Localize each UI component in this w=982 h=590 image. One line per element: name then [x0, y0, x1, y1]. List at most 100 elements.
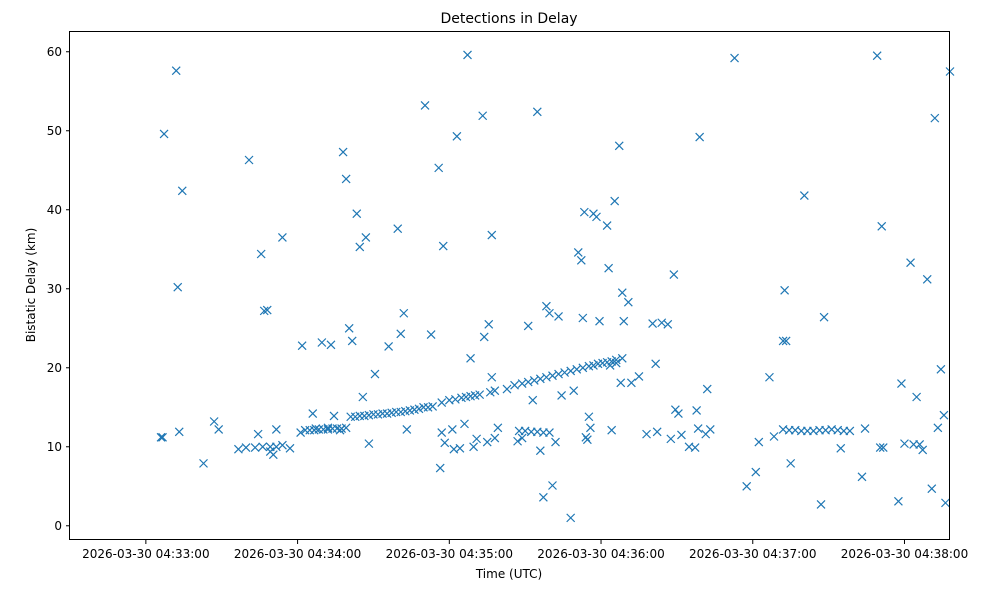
detection-marker — [173, 282, 183, 292]
detection-marker — [341, 423, 351, 433]
detection-marker — [610, 196, 620, 206]
detection-marker — [875, 443, 885, 452]
detection-marker — [541, 301, 551, 311]
detection-marker — [535, 446, 545, 456]
detection-marker — [560, 368, 570, 377]
detection-marker — [528, 395, 538, 405]
detection-marker — [344, 323, 354, 333]
detection-marker — [158, 432, 167, 442]
detection-marker — [352, 209, 362, 219]
detection-marker — [484, 319, 494, 329]
detection-marker — [927, 484, 937, 494]
detection-marker — [297, 341, 307, 351]
detection-marker — [271, 442, 281, 452]
detection-marker — [450, 394, 460, 404]
detection-marker — [669, 270, 679, 279]
detection-marker — [915, 439, 925, 449]
detection-marker — [626, 378, 636, 388]
detection-marker — [754, 437, 764, 447]
detection-marker — [799, 191, 809, 200]
detection-marker — [250, 443, 260, 452]
detection-marker — [702, 384, 712, 394]
detection-marker — [918, 445, 928, 455]
detection-marker — [296, 428, 306, 437]
detection-marker — [604, 263, 614, 273]
detection-marker — [532, 107, 542, 117]
detection-marker — [523, 321, 533, 331]
detection-marker — [361, 232, 371, 242]
y-axis-label: Bistatic Delay (km) — [24, 228, 38, 343]
detection-marker — [602, 221, 612, 230]
detection-marker — [617, 353, 627, 363]
detection-marker — [651, 359, 661, 369]
detection-marker — [364, 439, 374, 449]
detection-marker — [845, 426, 855, 436]
detection-marker — [857, 472, 867, 482]
detection-marker — [399, 308, 409, 318]
detection-marker — [277, 440, 287, 450]
detection-marker — [523, 377, 533, 387]
detection-marker — [557, 390, 567, 400]
detection-marker — [493, 423, 503, 433]
detection-marker — [581, 432, 591, 442]
detection-marker — [900, 439, 909, 449]
detection-marker — [877, 221, 887, 231]
detection-marker — [233, 444, 243, 454]
detection-marker — [595, 316, 604, 326]
detection-marker — [174, 427, 184, 437]
detection-marker — [347, 336, 357, 346]
detection-marker — [463, 50, 472, 60]
detection-marker — [578, 363, 588, 373]
x-axis-label: Time (UTC) — [475, 567, 542, 581]
detection-marker — [277, 232, 287, 242]
detection-marker — [369, 409, 378, 419]
detection-marker — [305, 425, 315, 435]
detection-marker — [930, 113, 940, 123]
detection-marker — [437, 428, 447, 437]
detection-marker — [437, 398, 447, 407]
detection-marker — [472, 434, 482, 444]
detection-marker — [578, 313, 588, 323]
detection-marker — [244, 155, 254, 165]
detection-marker — [460, 419, 469, 429]
detection-marker — [642, 429, 651, 439]
detection-marker — [517, 379, 527, 388]
detection-marker — [569, 386, 579, 396]
detection-marker — [657, 318, 667, 328]
detection-marker — [378, 409, 387, 419]
detection-marker — [781, 336, 791, 346]
detection-marker — [670, 405, 680, 415]
detection-marker — [466, 353, 475, 363]
detection-marker — [878, 443, 888, 452]
y-tick-label: 50 — [47, 124, 62, 138]
detection-marker — [329, 411, 339, 421]
detection-marker — [428, 402, 438, 411]
detection-marker — [906, 258, 915, 268]
detection-marker — [607, 425, 617, 435]
detection-marker — [517, 433, 527, 443]
detection-marker — [535, 374, 545, 384]
detection-marker — [529, 375, 539, 385]
detection-marker — [912, 392, 922, 402]
detection-marker — [611, 358, 621, 368]
x-tick-label: 2026-03-30 04:33:00 — [82, 547, 209, 561]
detection-marker — [751, 467, 761, 477]
detection-marker — [936, 364, 946, 374]
detection-marker — [396, 329, 406, 339]
detection-marker — [585, 423, 595, 433]
detection-marker — [262, 305, 272, 315]
detection-marker — [614, 141, 624, 151]
detection-marker — [545, 428, 554, 437]
detection-marker — [673, 409, 683, 419]
detection-marker — [690, 443, 700, 452]
detection-marker — [554, 369, 563, 379]
detection-marker — [487, 230, 497, 240]
detection-marker — [510, 380, 519, 390]
detection-marker — [941, 498, 950, 508]
y-tick-label: 30 — [47, 282, 62, 296]
detection-marker — [241, 443, 251, 452]
detection-marker — [482, 437, 492, 447]
detection-marker — [605, 360, 615, 370]
detection-marker — [513, 436, 523, 446]
